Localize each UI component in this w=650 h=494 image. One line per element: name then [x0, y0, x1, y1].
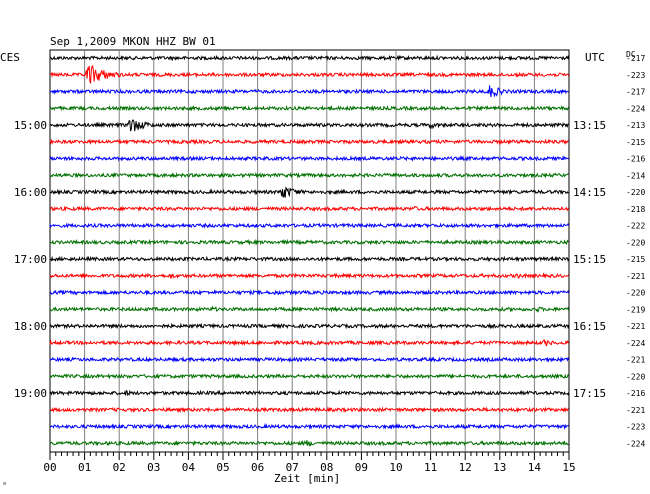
- left-hour-label: 16:00: [14, 186, 47, 199]
- dc-offset-label: -221: [626, 356, 645, 365]
- right-hour-label: 17:15: [573, 387, 606, 400]
- x-tick-label: 11: [424, 461, 437, 474]
- x-tick-label: 08: [320, 461, 333, 474]
- dc-offset-label: -217: [626, 88, 645, 97]
- seismic-trace-row: [49, 288, 570, 296]
- right-timezone-label: UTC: [585, 51, 605, 64]
- seismic-trace-row: [49, 255, 570, 263]
- seismic-trace-row: [49, 171, 569, 179]
- seismic-trace-row: [49, 119, 569, 132]
- right-hour-labels: 13:15 14:15 15:15 16:15 17:15: [573, 119, 606, 400]
- x-tick-label: 03: [147, 461, 160, 474]
- grid-lines: [49, 49, 570, 453]
- seismic-trace-row: [49, 423, 570, 431]
- dc-offset-label: -224: [626, 439, 645, 448]
- x-tick-label: 10: [389, 461, 402, 474]
- trace-group: [49, 54, 570, 447]
- seismic-trace-row: [49, 186, 569, 198]
- x-tick-label: 04: [182, 461, 196, 474]
- x-tick-label: 02: [113, 461, 126, 474]
- right-hour-label: 14:15: [573, 186, 606, 199]
- x-tick-label: 07: [286, 461, 299, 474]
- seismic-trace-row: [49, 439, 569, 447]
- dc-offset-label: -217: [626, 54, 645, 63]
- seismic-trace-row: [49, 85, 569, 98]
- dc-header-label: DC: [626, 50, 636, 59]
- dc-offset-label: -214: [626, 171, 645, 180]
- seismic-trace-row: [49, 138, 569, 146]
- dc-offset-label: -218: [626, 205, 645, 214]
- x-tick-label: 13: [493, 461, 506, 474]
- chart-title: Sep 1,2009 MKON HHZ BW 01: [50, 35, 216, 48]
- plot-frame: [49, 49, 570, 453]
- dc-offset-label: -220: [626, 289, 645, 298]
- left-timezone-label: CES: [0, 51, 20, 64]
- dc-offset-label: -220: [626, 372, 645, 381]
- dc-offset-label: -221: [626, 272, 645, 281]
- x-tick-label: 14: [528, 461, 542, 474]
- dc-offset-label: -224: [626, 339, 645, 348]
- dc-offset-label: -222: [626, 222, 645, 231]
- seismic-trace-row: [49, 238, 569, 246]
- dc-offset-label: -215: [626, 255, 645, 264]
- seismic-trace-row: [49, 222, 570, 230]
- dc-offset-label: -223: [626, 423, 645, 432]
- x-axis: 00 01 02 03 04 05 06 07 08 09 10 11 12 13 14 15: [43, 452, 576, 474]
- seismic-trace-row: [49, 272, 570, 280]
- x-tick-label: 01: [78, 461, 91, 474]
- x-tick-label: 12: [459, 461, 472, 474]
- seismic-trace-row: [49, 64, 570, 84]
- seismic-trace-row: [49, 104, 570, 112]
- seismic-trace-row: [49, 155, 570, 163]
- seismic-trace-row: [49, 339, 570, 347]
- seismic-trace-row: [49, 305, 570, 313]
- right-hour-label: 13:15: [573, 119, 606, 132]
- left-hour-label: 17:00: [14, 253, 47, 266]
- x-tick-label: 06: [251, 461, 264, 474]
- left-hour-labels: 15:00 16:00 17:00 18:00 19:00: [14, 119, 47, 400]
- x-tick-label: 00: [43, 461, 56, 474]
- left-hour-label: 15:00: [14, 119, 47, 132]
- x-axis-label: Zeit [min]: [274, 472, 340, 485]
- seismic-trace-row: [49, 205, 570, 213]
- right-hour-label: 16:15: [573, 320, 606, 333]
- x-tick-label: 05: [216, 461, 229, 474]
- dc-offset-label: -216: [626, 389, 645, 398]
- dc-offset-label: -213: [626, 121, 645, 130]
- seismic-trace-row: [49, 54, 570, 62]
- dc-offset-label: -224: [626, 104, 645, 113]
- x-tick-label: 15: [562, 461, 575, 474]
- dc-offset-label: -219: [626, 305, 645, 314]
- corner-mark: ᵃ: [2, 480, 7, 489]
- dc-offset-label: -221: [626, 322, 645, 331]
- dc-offset-label: -220: [626, 238, 645, 247]
- dc-offset-label: -215: [626, 138, 645, 147]
- dc-offset-labels: -217 -223 -217 -224 -213 -215 -216 -214 -220 -218…: [626, 54, 645, 448]
- left-hour-label: 18:00: [14, 320, 47, 333]
- right-hour-label: 15:15: [573, 253, 606, 266]
- seismic-trace-row: [49, 322, 570, 330]
- left-hour-label: 19:00: [14, 387, 47, 400]
- seismic-trace-row: [49, 406, 569, 414]
- seismic-trace-row: [49, 355, 570, 364]
- dc-offset-label: -223: [626, 71, 645, 80]
- dc-offset-label: -216: [626, 155, 645, 164]
- x-tick-label: 09: [355, 461, 368, 474]
- seismic-trace-row: [49, 372, 570, 380]
- dc-offset-label: -220: [626, 188, 645, 197]
- seismic-trace-row: [49, 389, 570, 397]
- dc-offset-label: -221: [626, 406, 645, 415]
